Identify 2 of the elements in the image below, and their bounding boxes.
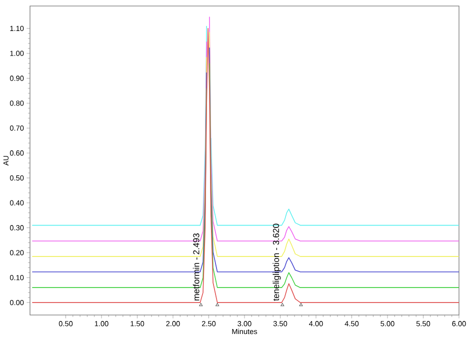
annotation: metformin - 2.493 bbox=[192, 233, 200, 300]
annotation: teneligliption - 3.620 bbox=[272, 224, 281, 301]
